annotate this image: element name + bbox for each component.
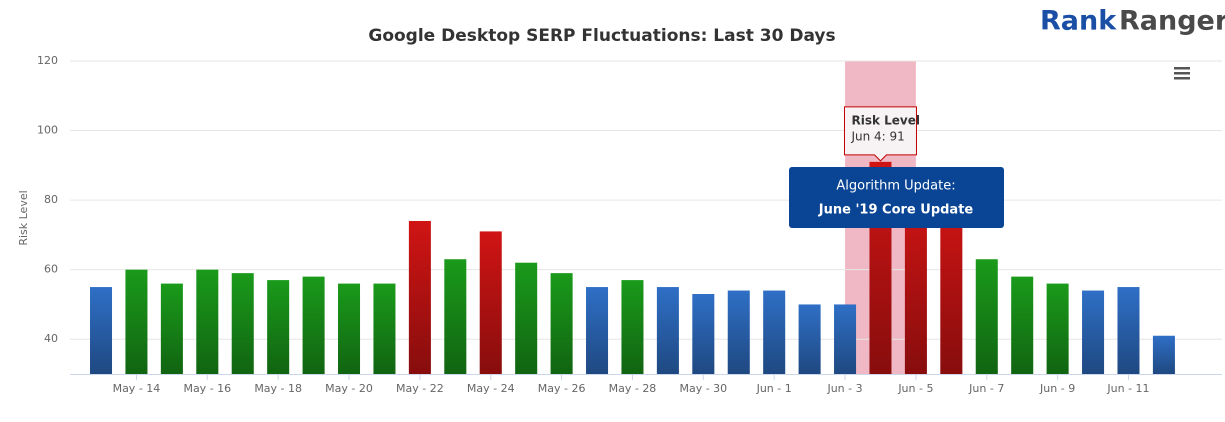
- bar-shade: [586, 287, 609, 374]
- x-tick-label: May - 26: [538, 382, 586, 395]
- tooltip-box: [843, 106, 917, 162]
- x-tick-label: May - 16: [183, 382, 231, 395]
- menu-icon[interactable]: [1174, 67, 1190, 80]
- bar-shade: [479, 231, 502, 374]
- x-tick-label: Jun - 11: [1106, 382, 1149, 395]
- bar-shade: [338, 283, 361, 374]
- bar-shade: [444, 259, 467, 374]
- x-tick-label: May - 22: [396, 382, 444, 395]
- bar-shade: [1152, 335, 1175, 374]
- bar-shade: [196, 269, 219, 374]
- bar-shade: [550, 273, 573, 374]
- logo-ranger: Ranger: [1119, 6, 1225, 37]
- bar-shade: [1117, 287, 1140, 374]
- annotation-text: June '19 Core Update: [818, 203, 974, 218]
- bar-shade: [125, 269, 148, 374]
- x-tick-label: May - 20: [325, 382, 373, 395]
- bar-shade: [1082, 290, 1105, 374]
- x-tick-label: Jun - 3: [826, 382, 862, 395]
- x-tick-label: May - 28: [609, 382, 657, 395]
- bar-shade: [940, 200, 963, 374]
- y-tick-label: 40: [44, 332, 58, 345]
- bar-shade: [515, 262, 538, 374]
- x-tick-label: Jun - 9: [1039, 382, 1075, 395]
- bar-shade: [302, 276, 325, 374]
- bar-shade: [267, 280, 290, 374]
- bar-shade: [160, 283, 183, 374]
- bar-shade: [798, 304, 821, 374]
- x-tick-label: May - 14: [113, 382, 161, 395]
- bar-shade: [373, 283, 396, 374]
- bar-shade: [1011, 276, 1034, 374]
- bar-shade: [90, 287, 113, 374]
- annotation-box: [789, 167, 1004, 228]
- bar-shade: [621, 280, 644, 374]
- x-tick-label: May - 30: [679, 382, 727, 395]
- y-tick-label: 60: [44, 263, 58, 276]
- y-tick-label: 100: [37, 124, 58, 137]
- x-tick-label: May - 24: [467, 382, 515, 395]
- bar-shade: [904, 193, 927, 374]
- y-tick-label: 80: [44, 193, 58, 206]
- chart-title: Google Desktop SERP Fluctuations: Last 3…: [368, 26, 835, 46]
- bar-shade: [763, 290, 786, 374]
- y-tick-label: 120: [37, 54, 58, 67]
- bar-shade: [408, 220, 431, 374]
- bar-shade: [231, 273, 254, 374]
- bar-shade: [692, 294, 715, 374]
- x-tick-label: Jun - 7: [968, 382, 1004, 395]
- bar-shade: [834, 304, 857, 374]
- x-tick-label: Jun - 5: [897, 382, 933, 395]
- logo-rank: Rank: [1040, 6, 1117, 37]
- bar-shade: [656, 287, 679, 374]
- y-axis-label: Risk Level: [17, 190, 30, 245]
- tooltip-text: Jun 4: 91: [850, 129, 904, 143]
- tooltip-title: Risk Level: [851, 113, 920, 127]
- bar-shade: [975, 259, 998, 374]
- annotation-title: Algorithm Update:: [836, 179, 955, 194]
- x-tick-label: May - 18: [254, 382, 302, 395]
- bar-shade: [1046, 283, 1069, 374]
- bar-shade: [727, 290, 750, 374]
- x-tick-label: Jun - 1: [756, 382, 792, 395]
